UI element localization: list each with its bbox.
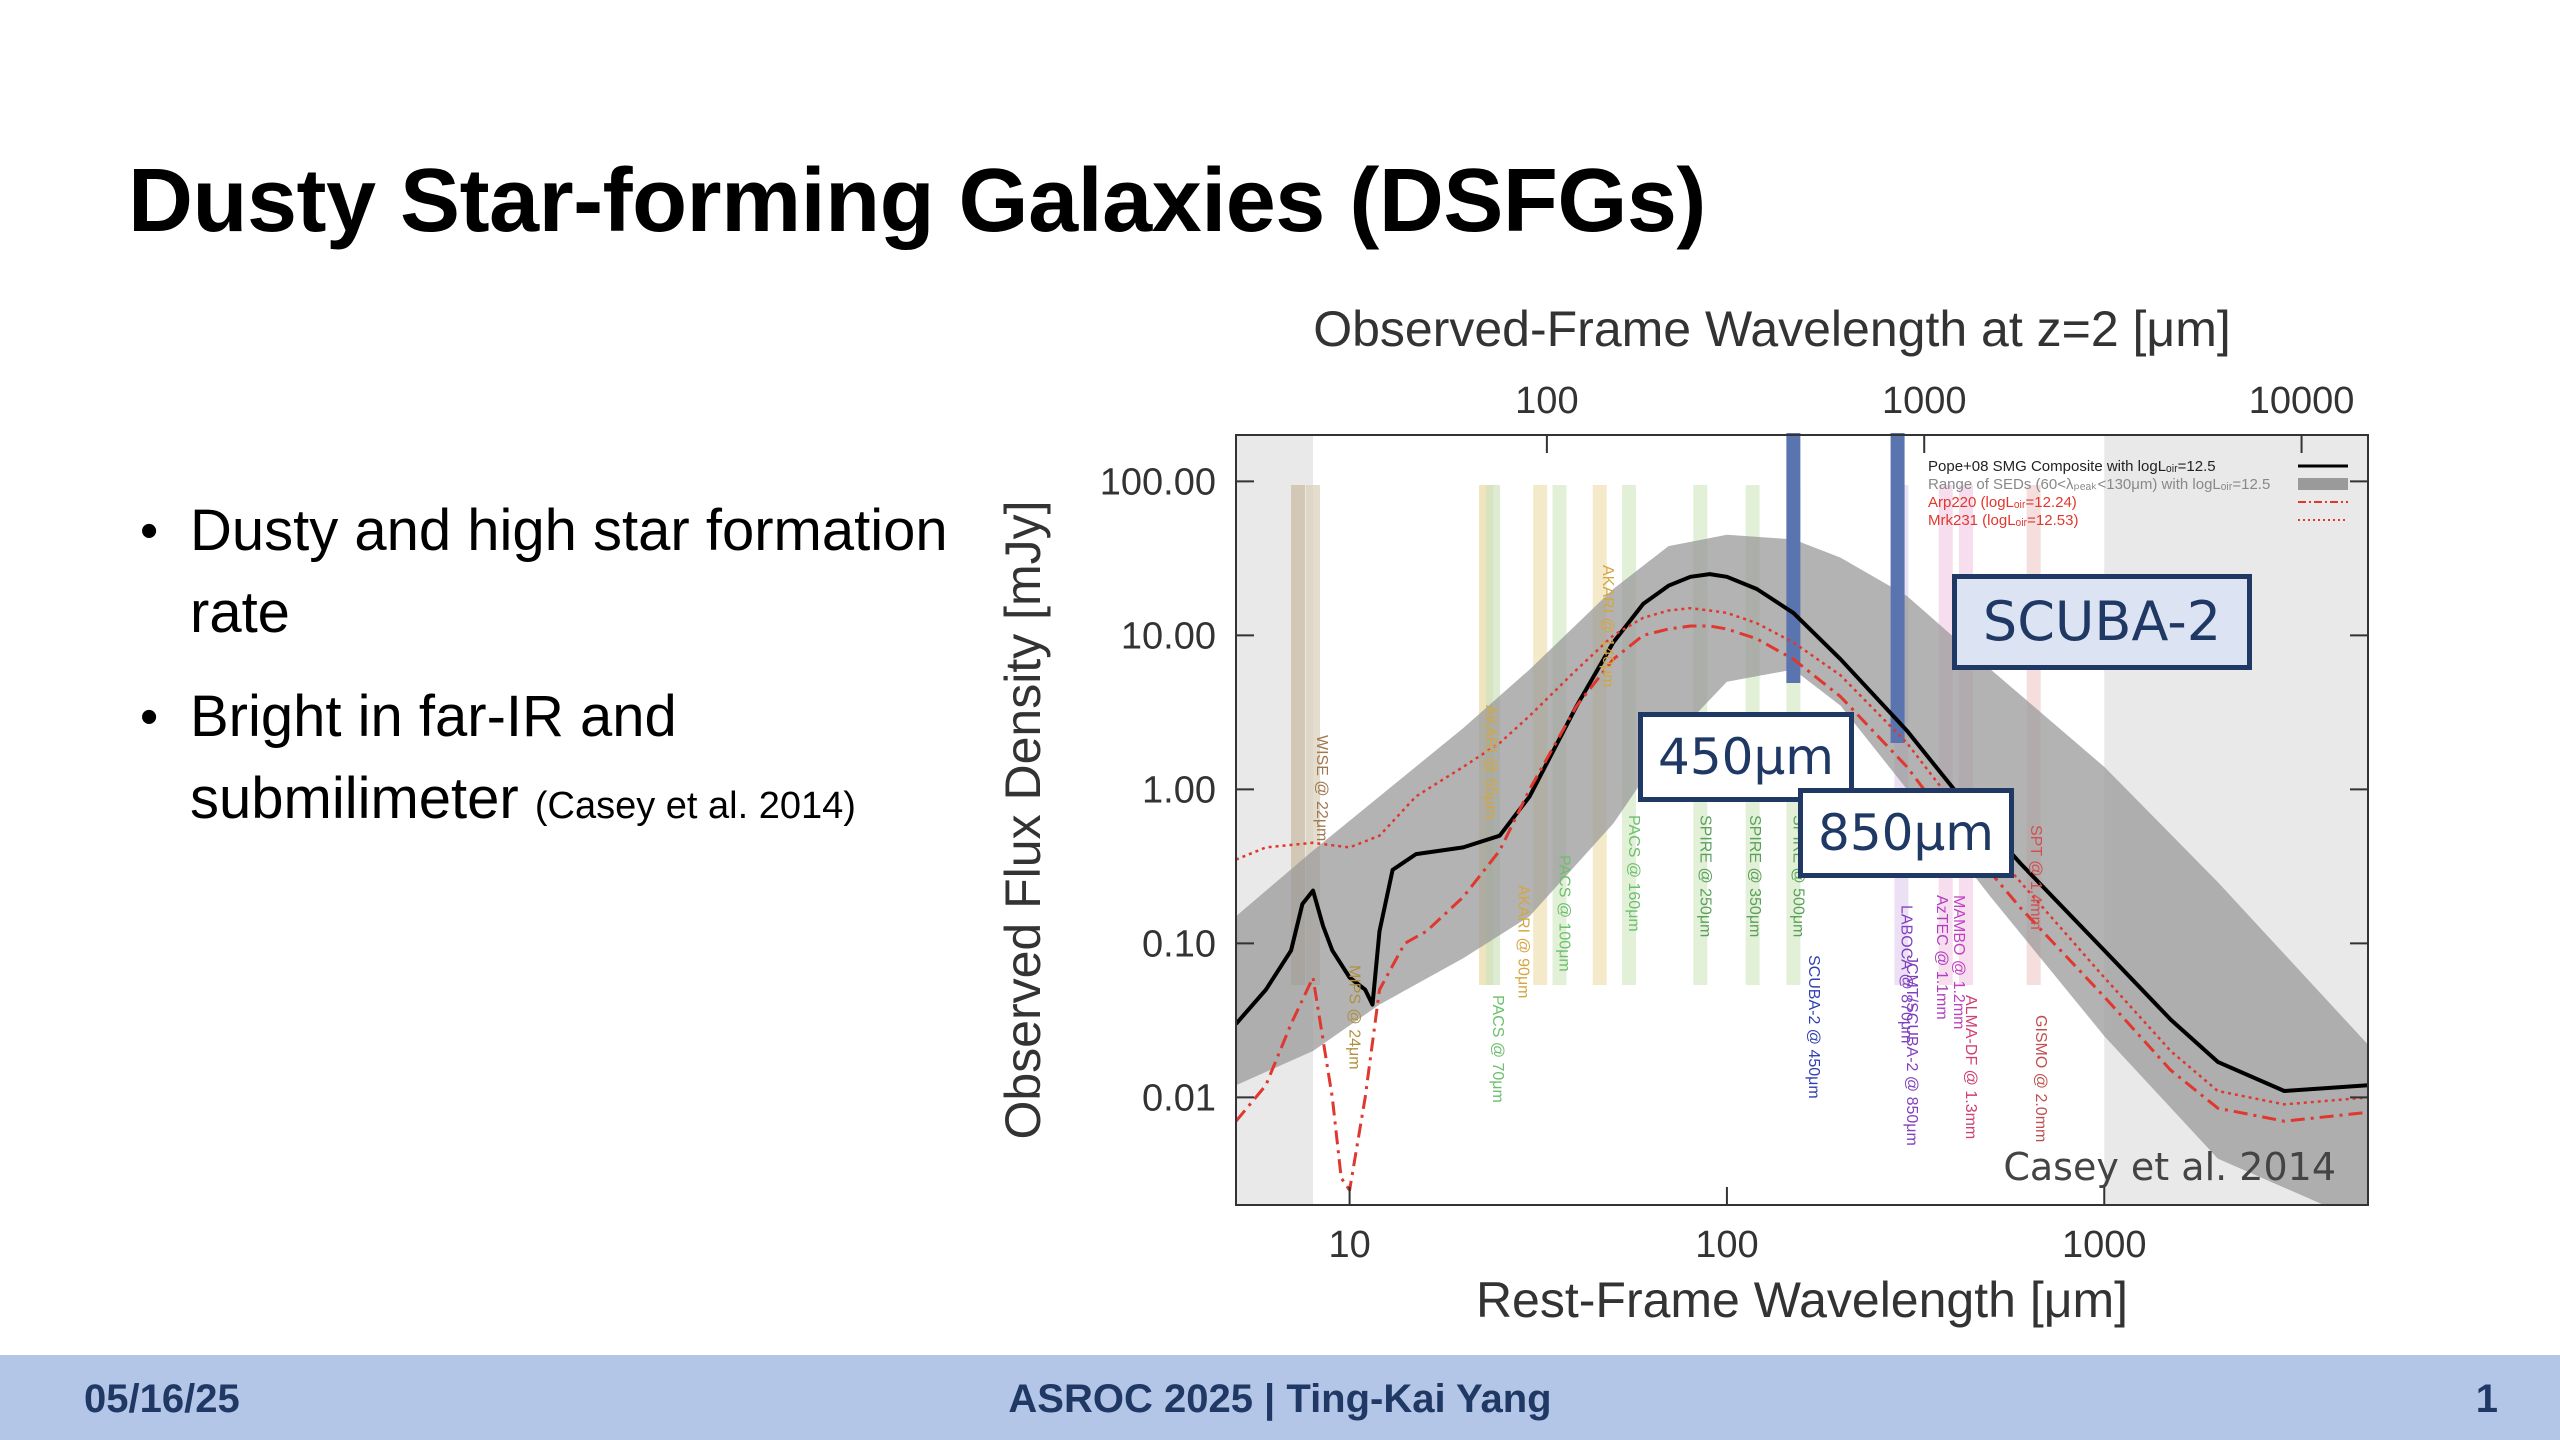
bullet-item: • Dusty and high star formation rate [140, 490, 1020, 654]
filter-label: JCMT/SCUBA-2 @ 850μm [1903, 955, 1920, 1146]
y-tick-label: 0.10 [1142, 923, 1216, 965]
band-marker-bar [1786, 433, 1801, 683]
bullet-text: Bright in far-IR and submilimeter [190, 684, 677, 831]
x2-tick-label: 1000 [1882, 380, 1967, 422]
bullet-citation: (Casey et al. 2014) [534, 785, 856, 827]
filter-label: SPIRE @ 250μm [1696, 815, 1713, 937]
y-tick-label: 1.00 [1142, 769, 1216, 811]
filter-label: AzTEC @ 1.1mm [1933, 895, 1950, 1020]
y-tick-label: 100.00 [1100, 461, 1216, 503]
filter-label: MIPS @ 24μm [1346, 965, 1363, 1070]
filter-label: AKARI @ 140μm [1599, 565, 1616, 687]
filter-label: WISE @ 22μm [1313, 735, 1330, 841]
x-tick-label: 1000 [2062, 1224, 2147, 1266]
filter-label: PACS @ 70μm [1489, 995, 1506, 1103]
filter-stripe [1291, 485, 1306, 985]
filter-label: PACS @ 100μm [1556, 855, 1573, 972]
legend-entry: Pope+08 SMG Composite with logLₒᵢᵣ=12.5 [1928, 458, 2216, 475]
legend-entry: Mrk231 (logLₒᵢᵣ=12.53) [1928, 512, 2078, 529]
plot-frame [1235, 434, 2369, 1206]
filter-label: LABOCA @ 870μm [1897, 905, 1914, 1043]
sed-figure: 10 100 1000 100 1000 10000 100.00 10.00 1.00 0.10… [990, 290, 2390, 1350]
y-tick-label: 10.00 [1121, 615, 1216, 657]
bullet-list: • Dusty and high star formation rate • B… [140, 490, 1020, 869]
footer-title: ASROC 2025 | Ting-Kai Yang [1008, 1377, 1552, 1421]
filter-label: GISMO @ 2.0mm [2032, 1015, 2049, 1142]
bullet-item: • Bright in far-IR and submilimeter (Cas… [140, 676, 1020, 847]
filter-label: AKARI @ 65μm [1482, 705, 1499, 819]
x2-tick-label: 100 [1515, 380, 1578, 422]
footer-page-number: 1 [2475, 1377, 2498, 1421]
bullet-dot: • [140, 502, 159, 560]
figure-credit: Casey et al. 2014 [2003, 1145, 2336, 1189]
scuba2-callout: SCUBA-2 [1952, 574, 2252, 670]
filter-label: SPT @ 1.4mm [2027, 825, 2044, 930]
sed-range-band [1236, 534, 2368, 1205]
sed-line-2 [1236, 606, 2368, 1106]
filter-label: SPIRE @ 350μm [1746, 815, 1763, 937]
footer-bar: 05/16/25 ASROC 2025 | Ting-Kai Yang 1 [0, 1355, 2560, 1440]
slide-title: Dusty Star-forming Galaxies (DSFGs) [128, 151, 1706, 251]
band-marker-bar [1890, 433, 1905, 743]
x-tick-label: 10 [1328, 1224, 1370, 1266]
sed-line-1 [1236, 624, 2368, 1192]
bullet-dot: • [140, 688, 159, 746]
footer-date: 05/16/25 [84, 1377, 240, 1421]
x-tick-label: 100 [1695, 1224, 1758, 1266]
x2-tick-label: 10000 [2249, 380, 2355, 422]
bullet-text: Dusty and high star formation rate [190, 498, 948, 645]
y-tick-label: 0.01 [1142, 1077, 1216, 1119]
filter-label: PACS @ 160μm [1625, 815, 1642, 932]
band-450-callout: 450μm [1638, 712, 1854, 802]
band-850-callout: 850μm [1798, 788, 2014, 878]
filter-label: ALMA-DF @ 1.3mm [1962, 995, 1979, 1139]
filter-label: SCUBA-2 @ 450μm [1805, 955, 1822, 1099]
x-axis-label: Rest-Frame Wavelength [μm] [1476, 1272, 2128, 1328]
legend-entry: Arp220 (logLₒᵢᵣ=12.24) [1928, 494, 2077, 511]
legend-swatch [2298, 478, 2348, 490]
legend-entry: Range of SEDs (60<λₚₑₐₖ<130μm) with logL… [1928, 476, 2270, 493]
filter-label: AKARI @ 90μm [1514, 885, 1531, 999]
y-axis-label: Observed Flux Density [mJy] [995, 500, 1051, 1139]
filter-label: MAMBO @ 1.2mm [1950, 895, 1967, 1029]
x2-axis-label: Observed-Frame Wavelength at z=2 [μm] [1313, 301, 2231, 357]
sed-chart: 10 100 1000 100 1000 10000 100.00 10.00 1.00 0.10… [995, 301, 2369, 1328]
